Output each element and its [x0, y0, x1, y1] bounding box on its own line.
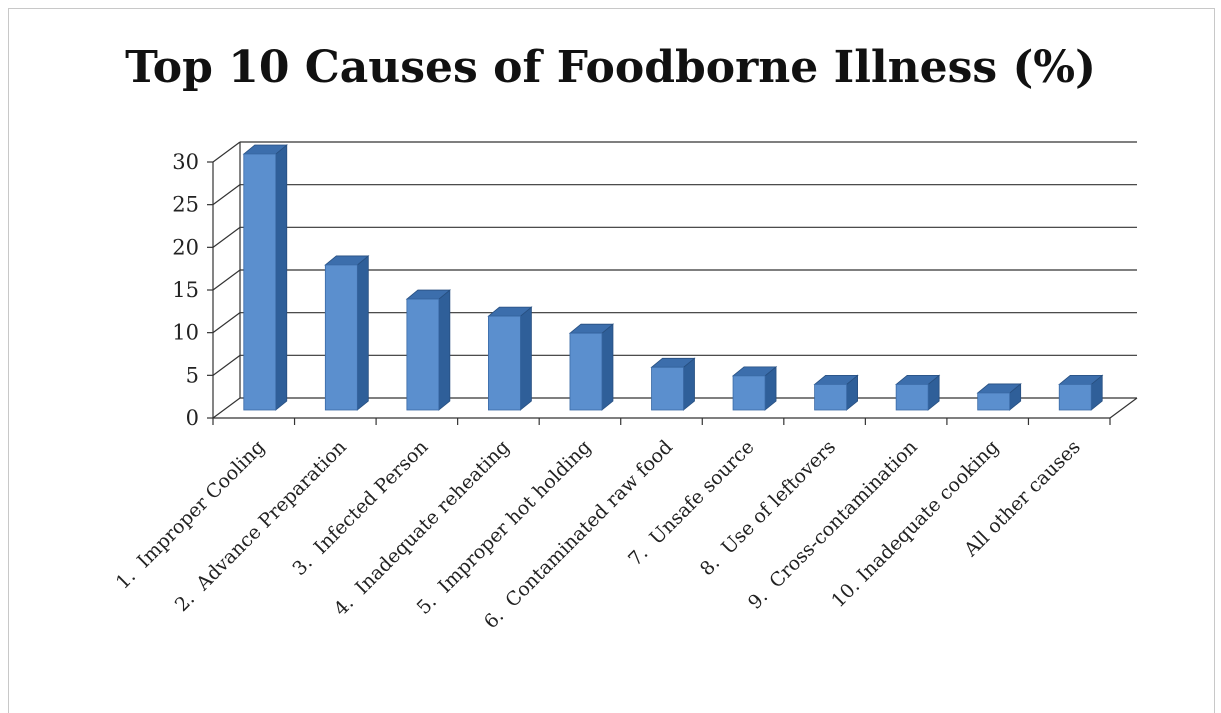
chart-axes: [207, 142, 1138, 425]
x-category-label: 2. Advance Preparation: [171, 436, 351, 616]
y-tick-label: 30: [172, 150, 199, 174]
x-category-label: 1. Improper Cooling: [112, 436, 270, 594]
bar-front: [324, 264, 358, 411]
grid-line-side: [212, 184, 241, 206]
chart-frame: [8, 8, 1215, 713]
bar-front: [569, 332, 603, 411]
bar: [487, 306, 533, 411]
bar-front: [895, 383, 929, 411]
grid-line-side: [212, 269, 241, 291]
floor-right-edge: [1109, 397, 1138, 419]
bar: [976, 383, 1022, 411]
bar-front: [243, 153, 277, 411]
bar: [813, 374, 859, 411]
y-axis-tick-labels: 0 5 10 15 20 25 30: [172, 150, 199, 430]
bar-front: [406, 298, 440, 411]
grid-line-side: [212, 141, 241, 163]
bar-front: [977, 392, 1011, 411]
x-category-label: 10. Inadequate cooking: [827, 436, 1003, 612]
bar-side: [356, 255, 369, 411]
bar: [731, 366, 778, 411]
bar-front: [814, 383, 847, 411]
grid-line-side: [212, 354, 241, 376]
bar: [242, 144, 288, 411]
chart-title: Top 10 Causes of Foodborne Illness (%): [125, 42, 1096, 93]
grid-line-side: [212, 312, 241, 334]
bar: [1058, 374, 1104, 411]
y-tick-label: 25: [172, 193, 199, 217]
bar-side: [438, 289, 451, 411]
x-category-label: 4. Inadequate reheating: [330, 436, 514, 620]
x-category-label: 9. Cross-contamination: [744, 436, 922, 614]
bar-side: [601, 323, 614, 411]
grid-line-side: [212, 226, 241, 248]
x-category-label: 5. Improper hot holding: [413, 436, 596, 619]
y-tick-label: 20: [172, 235, 199, 259]
bar-front: [651, 366, 684, 411]
grid-line-side: [212, 397, 241, 419]
bar-side: [520, 306, 532, 411]
bar-side: [275, 144, 288, 411]
bar: [568, 323, 615, 411]
x-category-label: 3. Infected Person: [288, 436, 432, 580]
bar-front: [1058, 383, 1092, 411]
bar-front: [732, 375, 766, 411]
chart-bars: [242, 144, 1104, 411]
y-tick-label: 0: [186, 406, 199, 430]
bar: [405, 289, 451, 411]
bar: [324, 255, 370, 411]
bar: [895, 374, 941, 411]
y-tick-label: 5: [186, 363, 199, 387]
bar: [650, 357, 696, 411]
bar-front: [488, 315, 521, 411]
x-category-label: 8. Use of leftovers: [696, 436, 840, 580]
y-tick-label: 10: [172, 321, 199, 345]
y-tick-label: 15: [172, 278, 199, 302]
